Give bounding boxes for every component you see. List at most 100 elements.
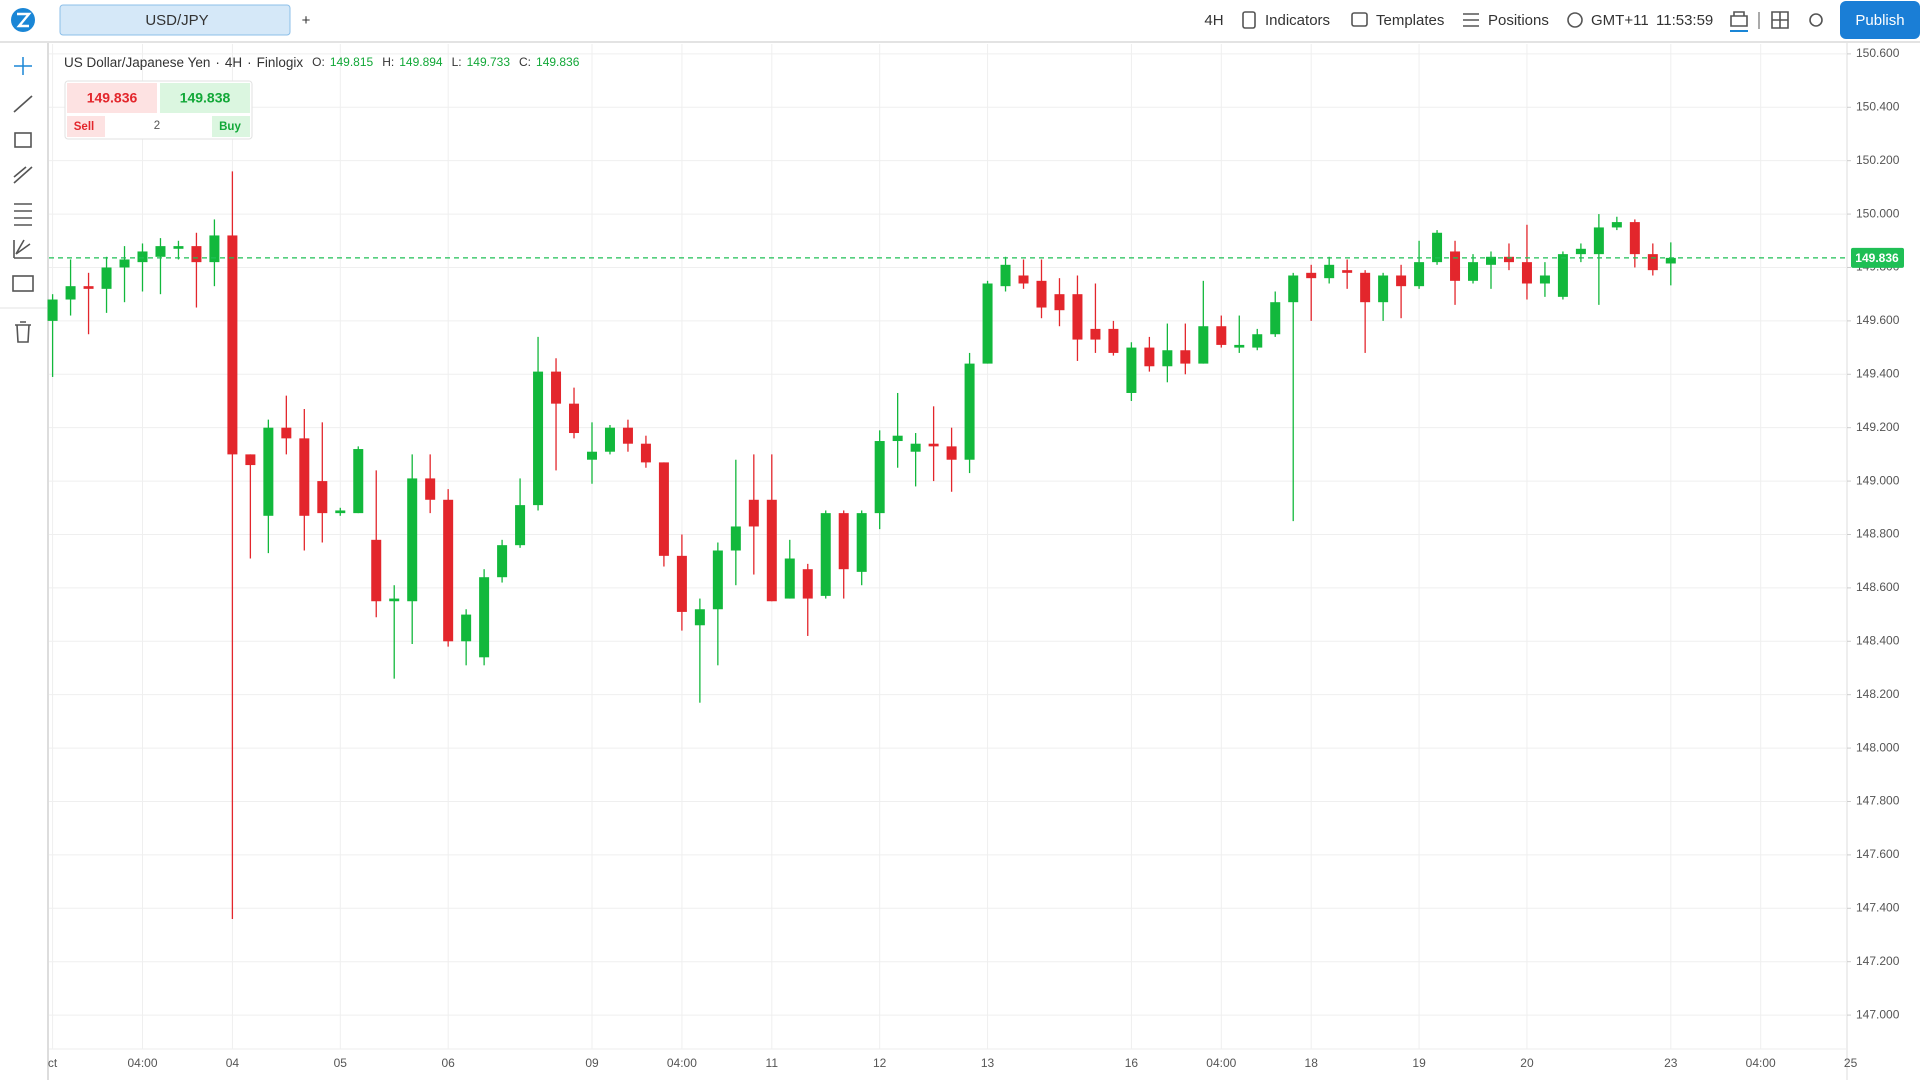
candle-body [1665, 257, 1676, 264]
sell-price: 149.836 [87, 90, 138, 106]
candle-body [964, 363, 975, 460]
close-value: 149.836 [536, 55, 580, 69]
screenshot-button[interactable] [1730, 11, 1748, 27]
candle-body [694, 609, 705, 626]
x-tick-label: ct [48, 1056, 58, 1070]
indicators-button[interactable]: Indicators [1265, 12, 1330, 29]
candle-body [461, 614, 472, 642]
candle-body [982, 283, 993, 364]
candle-body [910, 443, 921, 452]
candle-body [155, 246, 166, 257]
y-tick-label: 149.400 [1856, 366, 1900, 380]
positions-button[interactable]: Positions [1488, 12, 1549, 29]
candle-body [784, 558, 795, 599]
candle-body [101, 267, 112, 289]
buy-label-box[interactable] [212, 116, 250, 137]
candle-body [1378, 275, 1389, 303]
y-tick-label: 147.400 [1856, 900, 1900, 914]
layout-button[interactable] [1771, 11, 1789, 29]
legend-source: Finlogix [257, 55, 304, 70]
candle-body [1432, 232, 1443, 263]
text-tool[interactable] [12, 275, 34, 292]
interval-button[interactable]: 4H [1204, 12, 1223, 29]
candle-body [515, 505, 526, 546]
y-tick-label: 147.800 [1856, 794, 1900, 808]
x-tick-label: 12 [873, 1056, 887, 1070]
gann-tool[interactable] [13, 239, 32, 259]
low-label: L: [452, 55, 462, 69]
candle-body [892, 435, 903, 442]
candle-body [299, 438, 310, 516]
timezone-button[interactable]: GMT+11 [1591, 12, 1649, 29]
x-tick-label: 06 [441, 1056, 455, 1070]
candle-body [1000, 264, 1011, 287]
candle-body [1162, 350, 1173, 367]
candle-body [1198, 326, 1209, 364]
candle-body [1180, 350, 1191, 364]
candle-body [1575, 248, 1586, 255]
candle-body [838, 513, 849, 570]
candle-body [407, 478, 418, 602]
symbol-tab-label: USD/JPY [145, 12, 208, 29]
legend: US Dollar/Japanese Yen · 4H · Finlogix O: 149.… [64, 55, 580, 70]
sell-label-box[interactable] [67, 116, 105, 137]
crosshair-tool[interactable] [14, 57, 32, 75]
x-tick-label: 11 [766, 1056, 779, 1070]
y-tick-label: 148.800 [1856, 527, 1900, 541]
settings-button[interactable] [1809, 13, 1823, 27]
candle-body [1252, 334, 1263, 348]
candle-body [227, 235, 238, 455]
templates-icon [1351, 12, 1368, 27]
quantity-input[interactable]: 2 [154, 120, 160, 132]
x-tick-label: 05 [334, 1056, 348, 1070]
candle-body [551, 371, 562, 404]
candle-body [820, 513, 831, 596]
y-tick-label: 148.600 [1856, 580, 1900, 594]
line-tool[interactable] [13, 95, 33, 113]
high-label: H: [382, 55, 394, 69]
publish-button[interactable] [1840, 1, 1920, 39]
x-tick-label: 04:00 [667, 1056, 697, 1070]
symbol-tab[interactable] [59, 4, 291, 36]
candle-body [730, 526, 741, 551]
candle-body [263, 427, 274, 516]
candle-body [1018, 275, 1029, 284]
templates-button[interactable]: Templates [1376, 12, 1444, 29]
buy-button[interactable] [160, 83, 250, 113]
candle-body [1090, 328, 1101, 340]
top-bar [0, 0, 1920, 42]
last-price-label: 149.836 [1855, 251, 1899, 265]
fib-tool[interactable] [14, 203, 32, 226]
candle-body [604, 427, 615, 452]
x-tick-label: 09 [585, 1056, 599, 1070]
x-tick-label: 20 [1520, 1056, 1534, 1070]
sell-button[interactable] [67, 83, 157, 113]
candle-body [533, 371, 544, 506]
channel-tool[interactable] [13, 166, 33, 184]
add-tab[interactable]: + [302, 12, 311, 29]
candle-body [928, 443, 939, 447]
indicators-icon [1242, 11, 1256, 29]
candle-body [335, 510, 346, 514]
candle-body [1557, 254, 1568, 297]
candle-body [1324, 264, 1335, 279]
low-value: 149.733 [467, 55, 511, 69]
rect-tool[interactable] [14, 132, 32, 148]
x-tick-label: 13 [981, 1056, 995, 1070]
candle-body [1503, 256, 1514, 263]
candle-body [479, 577, 490, 658]
candle-body [1450, 251, 1461, 281]
buy-price: 149.838 [180, 90, 231, 106]
candle-body [802, 569, 813, 599]
candle-body [1360, 272, 1371, 303]
candle-body [1611, 222, 1622, 228]
candle-body [209, 235, 220, 263]
y-tick-label: 148.400 [1856, 633, 1900, 647]
candle-body [245, 454, 256, 466]
candle-body [569, 403, 580, 434]
delete-tool[interactable] [15, 321, 31, 343]
x-tick-label: 04:00 [1746, 1056, 1776, 1070]
positions-icon [1463, 13, 1479, 27]
y-tick-label: 147.200 [1856, 954, 1900, 968]
